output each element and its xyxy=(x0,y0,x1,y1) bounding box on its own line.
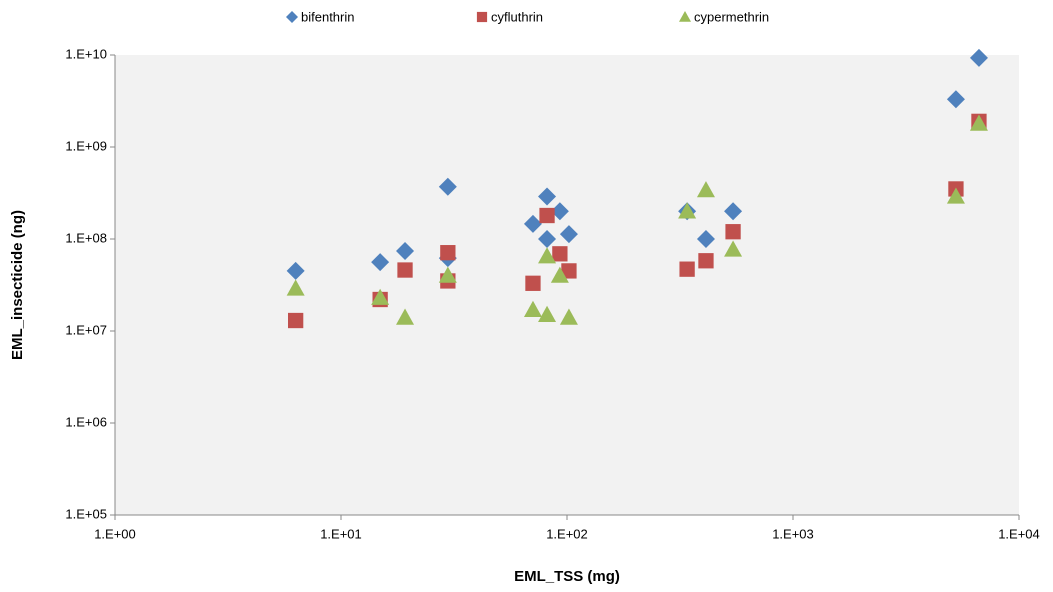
point xyxy=(440,245,456,261)
point xyxy=(538,247,557,264)
y-tick-label: 1.E+08 xyxy=(65,230,107,245)
y-tick-label: 1.E+07 xyxy=(65,322,107,337)
point xyxy=(371,288,390,305)
point xyxy=(725,224,741,240)
legend-marker xyxy=(286,11,298,23)
point xyxy=(396,308,415,325)
legend-marker xyxy=(679,11,691,22)
point xyxy=(288,312,304,329)
point xyxy=(538,305,557,322)
legend-marker xyxy=(476,11,488,23)
point xyxy=(550,266,569,283)
point xyxy=(523,300,542,317)
point xyxy=(523,214,542,233)
y-tick-label: 1.E+10 xyxy=(65,46,107,61)
point xyxy=(438,177,457,196)
point xyxy=(552,246,568,262)
legend-label: bifenthrin xyxy=(301,9,354,24)
point xyxy=(946,187,965,204)
point xyxy=(286,279,305,296)
x-axis-title: EML_TSS (mg) xyxy=(514,568,620,585)
point xyxy=(561,263,577,279)
point xyxy=(969,114,988,131)
point xyxy=(678,202,697,219)
point xyxy=(396,242,415,261)
y-tick-label: 1.E+06 xyxy=(65,414,107,429)
legend-label: cyfluthrin xyxy=(491,9,543,24)
point xyxy=(539,207,555,224)
point xyxy=(559,308,578,325)
point xyxy=(724,240,743,257)
legend-label: cypermethrin xyxy=(694,9,769,24)
point xyxy=(438,266,457,283)
y-tick-label: 1.E+09 xyxy=(65,138,107,153)
point xyxy=(946,90,965,109)
point xyxy=(525,275,541,291)
x-tick-label: 1.E+02 xyxy=(546,526,588,541)
point xyxy=(969,48,988,67)
point xyxy=(397,262,413,278)
point xyxy=(696,181,715,198)
point xyxy=(538,230,557,248)
x-tick-label: 1.E+01 xyxy=(320,526,362,541)
plot-area xyxy=(115,55,1019,515)
point xyxy=(696,230,715,248)
point xyxy=(724,202,743,221)
point xyxy=(559,225,578,244)
x-tick-label: 1.E+00 xyxy=(94,526,136,541)
point xyxy=(371,253,390,272)
point xyxy=(538,187,557,206)
point xyxy=(286,261,305,280)
y-tick-label: 1.E+05 xyxy=(65,506,107,521)
point xyxy=(698,253,714,269)
x-tick-label: 1.E+03 xyxy=(772,526,814,541)
point xyxy=(679,261,695,277)
x-tick-label: 1.E+04 xyxy=(998,526,1040,541)
point xyxy=(550,202,569,221)
y-axis-title: EML_insecticide (ng) xyxy=(9,210,26,360)
